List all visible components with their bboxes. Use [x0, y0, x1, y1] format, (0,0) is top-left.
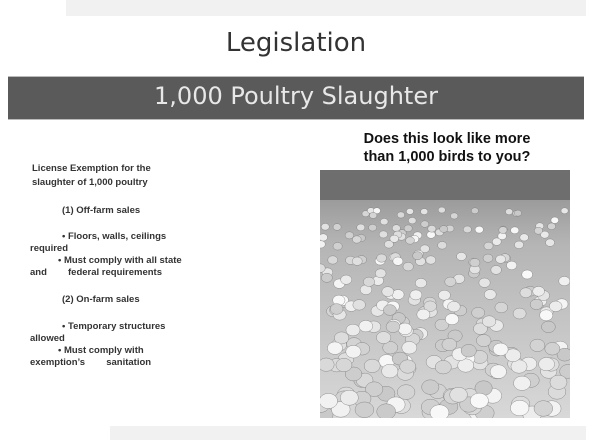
body-line: required [30, 243, 68, 254]
body-line: License Exemption for the [32, 163, 151, 174]
caption-line: Does this look like more [312, 130, 582, 148]
body-line: slaughter of 1,000 poultry [32, 177, 148, 188]
body-line: exemption’s sanitation [30, 357, 151, 368]
slide-title: Legislation [0, 28, 592, 58]
body-line: • Must comply with all state [58, 255, 182, 266]
body-line: and federal requirements [30, 267, 162, 278]
caption-line: than 1,000 birds to you? [312, 148, 582, 166]
body-line: • Floors, walls, ceilings [62, 231, 166, 242]
body-line: allowed [30, 333, 65, 344]
body-line: (1) Off-farm sales [62, 205, 140, 216]
bottom-bar [110, 426, 586, 440]
body-line: • Temporary structures [62, 321, 165, 332]
body-line: (2) On-farm sales [62, 294, 140, 305]
chicken-photo [320, 170, 570, 418]
body-line: • Must comply with [58, 345, 144, 356]
slide-subtitle: 1,000 Poultry Slaughter [0, 82, 592, 110]
slide: Legislation 1,000 Poultry Slaughter Lice… [0, 0, 592, 444]
image-caption: Does this look like more than 1,000 bird… [312, 130, 582, 166]
top-bar [66, 0, 586, 16]
